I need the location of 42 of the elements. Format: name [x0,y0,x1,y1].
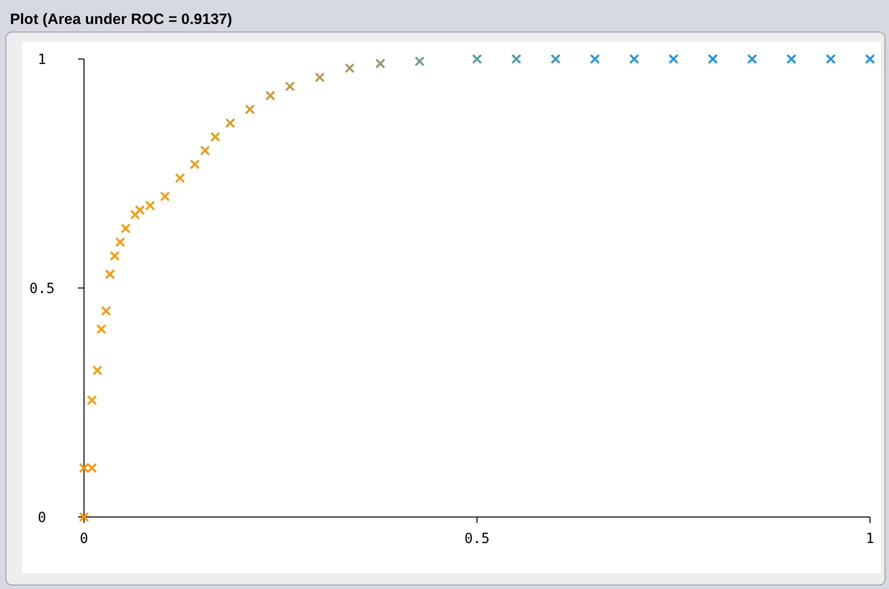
y-tick-label: 0.5 [29,281,55,297]
point [747,54,758,64]
point [265,90,276,101]
point [200,146,210,156]
y-tick-label: 0 [38,510,46,526]
x-tick-label: 0.5 [464,531,490,547]
point [344,63,355,74]
point [115,237,126,248]
point [284,81,295,92]
x-tick-label: 1 [866,531,874,547]
point [101,306,112,316]
point [134,205,145,216]
point [414,56,425,66]
point [629,54,640,64]
point [550,54,561,64]
point [375,58,386,69]
point [225,118,236,128]
point [145,200,156,211]
point [190,159,200,170]
point [668,54,678,64]
point [708,54,718,64]
point [92,365,102,376]
point [210,132,220,142]
point [96,324,106,334]
y-tick-label: 1 [38,52,46,68]
point [174,173,185,184]
point [826,54,836,64]
point [865,54,875,64]
point [104,269,115,280]
point [86,395,97,406]
point [786,54,796,64]
point [590,54,600,64]
point [110,250,120,261]
point [120,223,131,234]
point [472,54,482,64]
point [244,104,255,114]
point [130,210,140,220]
point [160,191,170,202]
point [511,54,522,64]
chart-title: Plot (Area under ROC = 0.9137) [10,11,232,28]
point [314,72,325,82]
x-tick-label: 0 [80,531,88,547]
